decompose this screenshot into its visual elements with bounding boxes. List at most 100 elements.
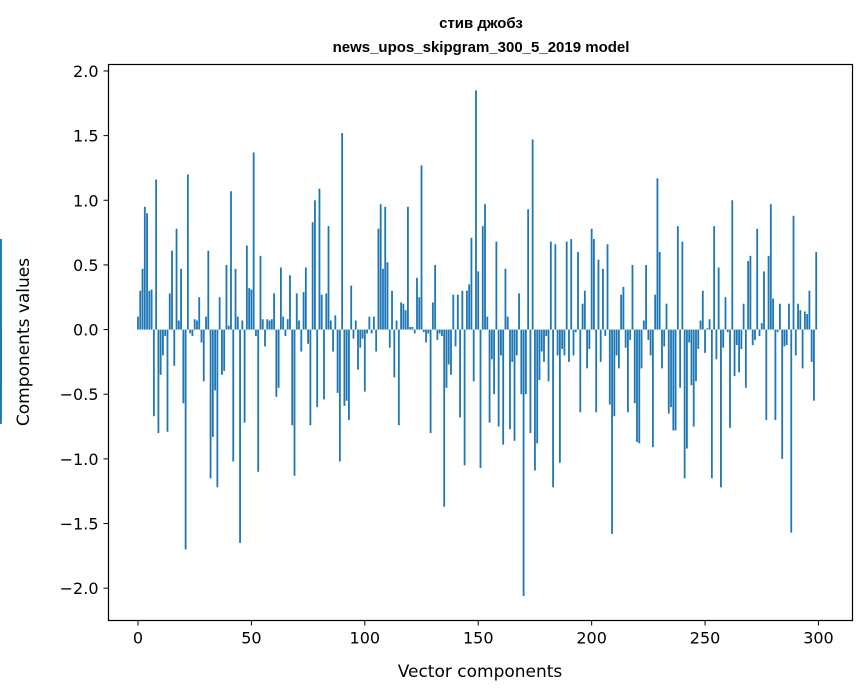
bar-115 [397,329,400,426]
bar-50 [250,289,253,330]
bar-281 [774,329,777,421]
bar-146 [468,284,471,330]
bar-78 [314,200,316,330]
bar-264 [735,329,738,346]
bar-197 [583,290,586,330]
bar-132 [436,329,439,340]
bar-72 [300,329,303,352]
bar-99 [361,329,364,339]
bar-275 [760,323,763,330]
bar-112 [391,290,393,330]
bar-154 [486,316,489,330]
bar-230 [658,251,661,330]
bar-181 [547,329,550,382]
bar-14 [168,293,171,330]
bar-63 [279,267,282,330]
bar-214 [622,286,625,330]
x-tick-label: 250 [690,629,721,648]
bar-203 [597,259,600,330]
bar-289 [792,215,795,330]
y-axis-ticks: −2.0 −1.5 −1.0 −0.5 0.0 0.5 1.0 1.5 2.0 [60,62,109,598]
bar-279 [769,204,772,330]
bar-86 [332,329,334,352]
bar-171 [524,329,527,395]
bar-255 [715,329,718,360]
bar-291 [797,303,799,330]
bar-167 [515,329,518,356]
y-axis-label: Components values [14,258,34,426]
bar-144 [463,329,466,466]
bar-125 [420,165,423,330]
x-axis-ticks: 0 50 100 150 200 250 300 [133,620,834,648]
bar-123 [416,277,418,330]
bar-41 [230,191,232,330]
bar-88 [336,329,339,393]
bar-233 [665,303,668,330]
bar-190 [568,329,570,362]
bar-66 [286,319,289,330]
bar-135 [443,329,446,507]
bar-114 [395,320,398,330]
bar-29 [202,329,205,382]
bar-269 [747,261,750,330]
bar-120 [409,326,412,330]
bar-28 [200,329,203,343]
bar-139 [452,294,455,330]
bar-54 [259,255,262,330]
bar-105 [375,329,378,352]
bar-20 [182,329,185,404]
x-axis-label: Vector components [398,662,563,682]
bar-60 [273,293,275,330]
bar-246 [695,329,697,382]
bar-157 [493,329,496,395]
bar-127 [425,329,427,343]
bar-116 [400,302,403,330]
bars [0,90,818,596]
bar-70 [295,293,298,330]
bar-193 [574,329,577,333]
x-tick-label: 200 [576,629,607,648]
bar-180 [545,329,548,337]
bar-218 [631,264,634,330]
bar-68 [291,329,294,426]
bar-200 [590,228,593,330]
bar-35 [216,329,219,488]
bar-64 [282,316,285,330]
bar-47 [243,329,246,423]
bar-45 [239,329,241,543]
bar-7 [152,329,155,417]
bar-4 [146,213,148,330]
bar-155 [488,329,491,423]
bar-239 [679,329,682,388]
bar-220 [636,329,638,443]
bar-58 [268,320,271,330]
bar-268 [744,329,747,388]
bar-189 [565,241,568,330]
bar-142 [459,329,461,418]
bar-152 [481,226,484,330]
bar-134 [441,329,443,337]
bar-273 [756,228,759,330]
bar-231 [661,329,663,369]
bar-182 [549,241,552,330]
bar-143 [461,290,464,330]
bar-30 [205,316,207,330]
bar-undefined [0,329,2,424]
bar-81 [320,294,323,330]
chart-subtitle: news_upos_skipgram_300_5_2019 model [333,39,630,56]
bar-39 [225,264,228,330]
bar-225 [647,329,650,340]
bar-101 [366,329,368,334]
bar-256 [717,267,720,330]
bar-108 [382,268,384,330]
y-tick-label: 1.0 [73,191,98,210]
bar-48 [245,245,248,330]
x-tick-label: 300 [803,629,834,648]
bar-199 [588,329,591,349]
bar-9 [157,329,160,434]
bar-240 [681,241,684,330]
bar-293 [801,329,804,369]
bar-42 [232,329,235,462]
bar-90 [341,133,344,330]
